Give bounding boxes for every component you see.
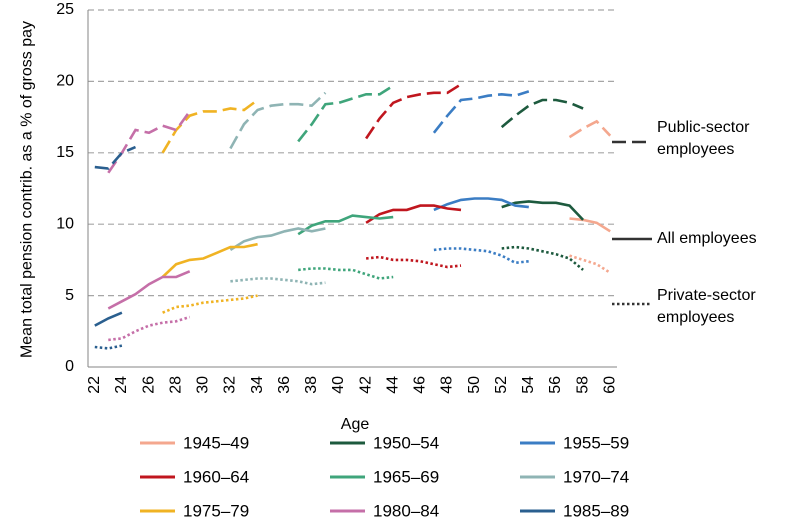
y-tick-label: 20 (56, 73, 74, 90)
x-tick-label: 52 (493, 376, 510, 394)
x-tick-label: 34 (249, 376, 266, 394)
x-tick-label: 32 (222, 376, 239, 394)
x-tick-label: 28 (167, 376, 184, 394)
legend-label: 1970–74 (563, 467, 629, 486)
line-private (433, 247, 529, 265)
line-values (229, 227, 326, 251)
style-key-label: Public-sector employees (657, 119, 750, 158)
x-tick-label: 54 (520, 376, 537, 394)
line-private (365, 255, 462, 269)
x-tick-label: 48 (439, 376, 456, 394)
style-key-label: All employees (657, 230, 757, 247)
line-public (94, 145, 137, 170)
y-tick-label: 5 (65, 287, 74, 304)
x-tick-label: 36 (276, 376, 293, 394)
line-public (500, 98, 584, 129)
line-private (298, 267, 394, 280)
line-values (297, 214, 394, 236)
x-tick-label: 30 (195, 376, 212, 394)
line-private (569, 254, 611, 274)
x-tick-label: 24 (113, 376, 130, 394)
line-public (107, 110, 191, 174)
line-public (229, 91, 327, 150)
x-tick-label: 44 (384, 376, 401, 394)
line-values (569, 217, 611, 233)
line-private (230, 277, 326, 286)
x-tick-label: 42 (357, 376, 374, 394)
line-private (94, 344, 123, 350)
y-tick-label: 25 (56, 1, 74, 18)
x-tick-label: 26 (140, 376, 157, 394)
line-values (94, 311, 123, 327)
line-values (501, 200, 585, 221)
x-tick-label: 46 (412, 376, 429, 394)
line-values (107, 270, 191, 310)
legend-label: 1955–59 (563, 433, 629, 452)
line-public (297, 84, 394, 143)
x-tick-label: 50 (466, 376, 483, 394)
style-key-label: Private-sector employees (657, 287, 756, 326)
x-axis-title: Age (341, 416, 370, 433)
legend-label: 1985–89 (563, 501, 629, 519)
legend-label: 1945–49 (183, 433, 249, 452)
y-tick-label: 15 (56, 144, 74, 161)
line-values (433, 197, 529, 212)
y-tick-label: 0 (65, 358, 74, 375)
legend-label: 1965–69 (373, 467, 439, 486)
line-private (162, 294, 258, 314)
x-tick-label: 56 (547, 376, 564, 394)
line-public (161, 98, 259, 154)
x-tick-label: 38 (303, 376, 320, 394)
legend-label: 1950–54 (373, 433, 439, 452)
x-tick-label: 40 (330, 376, 347, 394)
x-tick-label: 22 (86, 376, 103, 394)
legend-label: 1960–64 (183, 467, 249, 486)
legend-label: 1980–84 (373, 501, 439, 519)
line-values (161, 242, 258, 278)
y-axis-title: Mean total pension contrib. as a % of gr… (18, 20, 36, 359)
x-tick-label: 60 (601, 376, 618, 394)
line-public (568, 119, 612, 139)
y-tick-label: 10 (56, 215, 74, 232)
line-public (432, 90, 530, 134)
line-values (365, 204, 462, 224)
x-tick-label: 58 (574, 376, 591, 394)
legend-label: 1975–79 (183, 501, 249, 519)
line-private (501, 245, 584, 271)
line-private (108, 315, 191, 342)
line-public (365, 83, 462, 140)
